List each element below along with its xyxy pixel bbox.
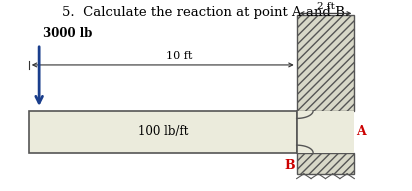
Bar [297, 111, 354, 153]
Bar [297, 153, 354, 174]
Text: 10 ft: 10 ft [166, 51, 192, 61]
Text: 5.  Calculate the reaction at point A and B.: 5. Calculate the reaction at point A and… [63, 6, 349, 19]
Text: A: A [356, 125, 366, 138]
Text: 100 lb/ft: 100 lb/ft [138, 125, 188, 138]
Text: 3000 lb: 3000 lb [43, 27, 93, 40]
Bar [297, 15, 354, 111]
Text: B: B [284, 159, 295, 172]
Bar [29, 111, 297, 153]
Text: 2 ft: 2 ft [316, 2, 335, 11]
